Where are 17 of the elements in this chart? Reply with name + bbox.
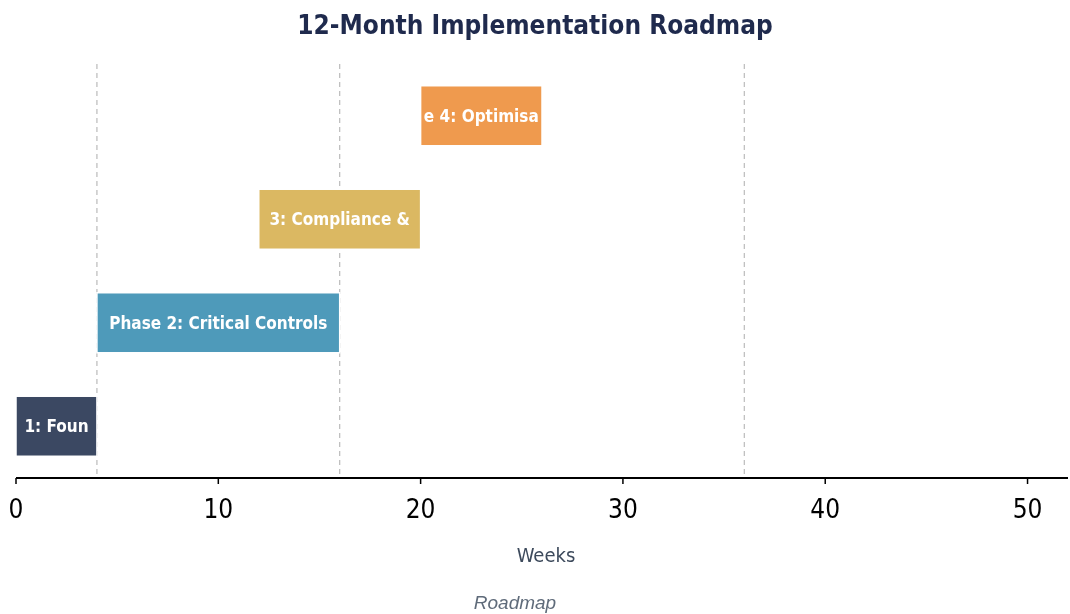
x-tick-label: 10 bbox=[203, 494, 234, 524]
x-tick-label: 40 bbox=[810, 494, 841, 524]
bar bbox=[258, 188, 422, 251]
x-tick-label: 0 bbox=[8, 494, 24, 524]
annotation: 3: Compliance & bbox=[269, 209, 410, 230]
bar bbox=[419, 84, 543, 147]
x-axis-title: Weeks bbox=[516, 543, 576, 567]
bar bbox=[15, 395, 98, 458]
annotation: 1: Foun bbox=[24, 416, 89, 437]
text: Roadmap bbox=[473, 592, 557, 613]
chart-title: 12-Month Implementation Roadmap bbox=[297, 10, 773, 40]
annotation: Phase 2: Critical Controls bbox=[109, 312, 328, 333]
annotation: e 4: Optimisa bbox=[423, 105, 539, 126]
x-tick-label: 20 bbox=[405, 494, 436, 524]
x-tick-label: 30 bbox=[608, 494, 638, 524]
bar bbox=[96, 291, 341, 354]
x-tick-label: 50 bbox=[1012, 494, 1043, 524]
